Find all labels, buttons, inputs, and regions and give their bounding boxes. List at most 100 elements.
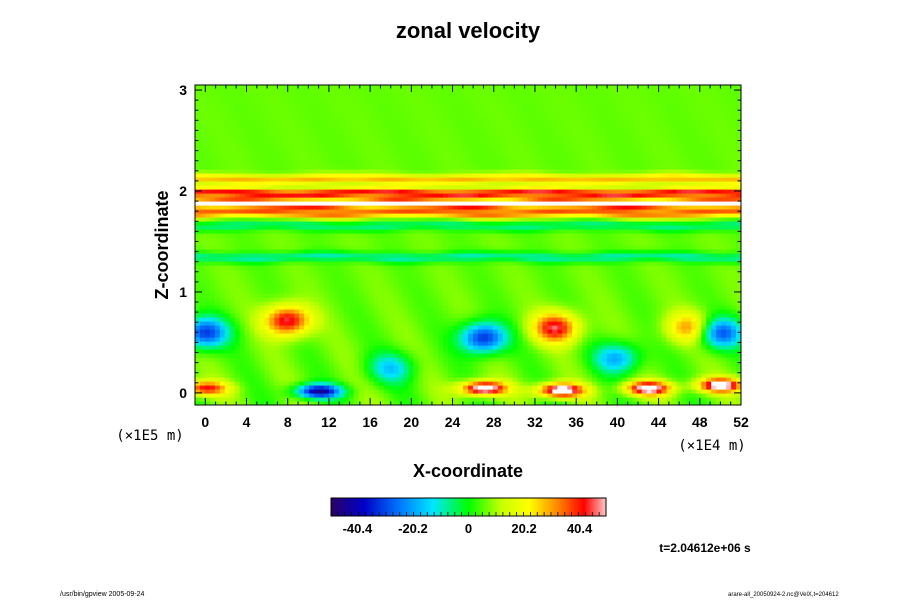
heatmap-cell <box>314 237 320 242</box>
heatmap-cell <box>269 213 276 218</box>
heatmap-cell <box>413 361 419 366</box>
heatmap-cell <box>329 133 335 138</box>
heatmap-cell <box>284 381 290 386</box>
heatmap-cell <box>468 109 474 114</box>
heatmap-cell <box>195 293 201 298</box>
heatmap-cell <box>289 93 295 98</box>
heatmap-cell <box>463 301 469 306</box>
heatmap-cell <box>309 321 315 326</box>
heatmap-cell <box>329 145 335 150</box>
heatmap-cell <box>448 125 454 130</box>
heatmap-cell <box>219 365 226 370</box>
heatmap-cell <box>378 289 385 294</box>
heatmap-cell <box>433 121 439 126</box>
heatmap-cell <box>468 93 474 98</box>
heatmap-cell <box>348 401 355 405</box>
heatmap-cell <box>472 353 479 358</box>
heatmap-cell <box>418 213 424 218</box>
heatmap-cell <box>482 89 489 94</box>
heatmap-cell <box>423 321 429 326</box>
heatmap-cell <box>438 153 444 158</box>
heatmap-cell <box>239 281 246 286</box>
heatmap-cell <box>274 137 280 142</box>
heatmap-cell <box>269 229 276 234</box>
heatmap-cell <box>497 113 504 118</box>
heatmap-cell <box>239 121 246 126</box>
heatmap-cell <box>358 145 365 150</box>
heatmap-cell <box>343 141 350 146</box>
heatmap-cell <box>224 341 231 346</box>
heatmap-cell <box>284 373 290 378</box>
heatmap-cell <box>472 285 479 290</box>
heatmap-cell <box>388 177 395 182</box>
heatmap-cell <box>294 329 300 334</box>
heatmap-cell <box>254 189 261 194</box>
heatmap-cell <box>448 109 454 114</box>
heatmap-cell <box>423 365 429 370</box>
heatmap-cell <box>428 201 434 206</box>
heatmap-cell <box>438 225 444 230</box>
heatmap-cell <box>448 237 454 242</box>
heatmap-cell <box>398 149 405 154</box>
heatmap-cell <box>368 281 375 286</box>
heatmap-cell <box>363 397 370 402</box>
heatmap-cell <box>304 133 310 138</box>
heatmap-cell <box>244 181 251 186</box>
heatmap-cell <box>254 117 261 122</box>
heatmap-cell <box>329 345 335 350</box>
heatmap-cell <box>453 109 459 114</box>
heatmap-cell <box>309 329 315 334</box>
heatmap-cell <box>329 317 335 322</box>
heatmap-cell <box>314 105 320 110</box>
heatmap-cell <box>279 225 285 230</box>
heatmap-cell <box>234 105 241 110</box>
heatmap-cell <box>487 237 494 242</box>
heatmap-cell <box>487 89 494 94</box>
heatmap-cell <box>388 237 395 242</box>
heatmap-cell <box>398 257 405 262</box>
heatmap-cell <box>314 101 320 106</box>
heatmap-cell <box>413 233 419 238</box>
heatmap-cell <box>468 133 474 138</box>
heatmap-cell <box>289 397 295 402</box>
heatmap-cell <box>239 249 246 254</box>
heatmap-cell <box>413 173 419 178</box>
heatmap-cell <box>319 297 325 302</box>
heatmap-cell <box>249 401 256 405</box>
heatmap-cell <box>383 169 390 174</box>
heatmap-cell <box>264 293 271 298</box>
heatmap-cell <box>234 137 241 142</box>
heatmap-cell <box>492 241 499 246</box>
heatmap-cell <box>408 269 414 274</box>
heatmap-cell <box>274 253 280 258</box>
heatmap-cell <box>487 353 494 358</box>
heatmap-cell <box>195 109 201 114</box>
heatmap-cell <box>487 333 494 338</box>
heatmap-cell <box>413 137 419 142</box>
heatmap-cell <box>373 225 380 230</box>
heatmap-cell <box>244 253 251 258</box>
heatmap-cell <box>373 381 380 386</box>
heatmap-cell <box>438 333 444 338</box>
heatmap-cell <box>299 385 305 390</box>
heatmap-cell <box>224 265 231 270</box>
heatmap-cell <box>269 393 276 398</box>
heatmap-cell <box>408 281 414 286</box>
heatmap-cell <box>343 285 350 290</box>
heatmap-cell <box>234 249 241 254</box>
heatmap-cell <box>254 345 261 350</box>
heatmap-cell <box>368 157 375 162</box>
heatmap-cell <box>443 401 449 405</box>
heatmap-cell <box>269 209 276 214</box>
heatmap-cell <box>443 93 449 98</box>
heatmap-cell <box>304 185 310 190</box>
heatmap-cell <box>497 313 504 318</box>
heatmap-cell <box>319 117 325 122</box>
heatmap-cell <box>195 221 201 226</box>
heatmap-cell <box>199 193 206 198</box>
heatmap-cell <box>289 285 295 290</box>
heatmap-cell <box>269 281 276 286</box>
heatmap-cell <box>204 353 211 358</box>
heatmap-cell <box>502 301 509 306</box>
heatmap-cell <box>363 209 370 214</box>
